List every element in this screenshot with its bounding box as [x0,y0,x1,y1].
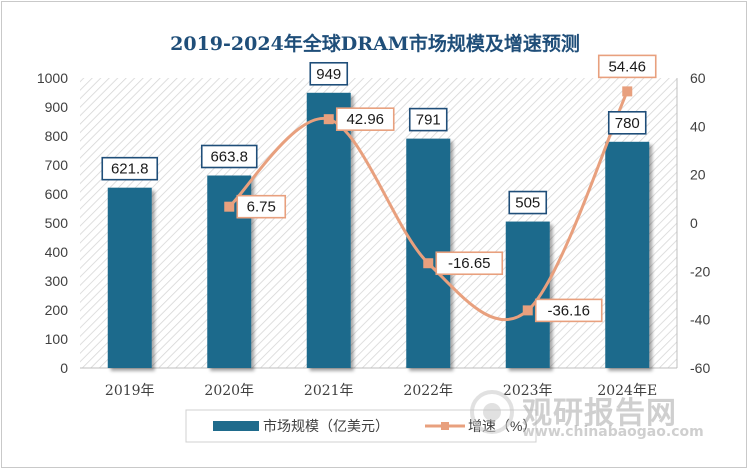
legend-bar-swatch [213,421,259,431]
bar-label-box [200,144,258,169]
bar-value-label: 621.8 [111,161,149,178]
bar [505,221,550,368]
y-right-tick-label: -40 [690,312,710,328]
growth-value-label: -36.16 [547,302,590,319]
y-left-tick-label: 100 [45,331,69,347]
x-tick-label: 2021年 [304,383,354,399]
growth-point [323,114,334,125]
y-left-tick-label: 0 [60,360,68,376]
growth-label-box [597,54,657,79]
y-left-tick-label: 700 [45,157,69,173]
bar-value-label: 949 [316,66,341,83]
bar-label-box [101,156,159,181]
y-right-tick-label: 20 [690,167,706,183]
growth-point [522,305,533,316]
x-tick-label: 2022年 [403,383,453,399]
y-right-tick-label: -60 [690,360,710,376]
y-right-tick-label: 60 [690,70,706,86]
x-tick-label: 2024年E [597,383,657,399]
growth-value-label: 54.46 [608,58,646,75]
bar-label-box [607,111,647,135]
x-tick-label: 2023年 [503,383,553,399]
growth-label-box [534,298,603,323]
y-right-tick-label: 0 [690,215,698,231]
bar-label-box [408,107,448,132]
bar [107,187,152,368]
bar-label-box [508,190,548,215]
growth-label-box [335,107,395,131]
x-tick-label: 2020年 [204,383,254,399]
y-left-tick-label: 300 [45,273,69,289]
line-series [224,86,633,322]
growth-value-label: 6.75 [247,199,276,216]
growth-label-box [435,251,504,276]
legend-line-marker [441,422,449,430]
bar-value-label: 663.8 [210,148,248,165]
x-axis-ticks: 2019年 2020年 2021年 2022年 2023年 2024年E [105,383,657,399]
y-left-tick-label: 1000 [37,70,68,86]
legend-line-label: 增速（%） [468,418,536,434]
growth-value-label: -16.65 [448,255,491,272]
y-left-tick-label: 200 [45,302,69,318]
y-axis-left: 0 100 200 300 400 500 600 700 800 900 1000 [37,70,68,376]
growth-value-label: 42.96 [346,111,384,128]
y-left-tick-label: 900 [45,99,69,115]
bar-label-box [309,61,349,86]
bar [605,141,650,368]
bar-value-label: 791 [416,112,441,129]
y-axis-right: -60 -40 -20 0 20 40 60 [690,70,710,376]
y-right-tick-label: -20 [690,263,710,279]
legend-bar-label: 市场规模（亿美元） [263,418,389,434]
bar-value-label: 780 [615,115,640,132]
growth-point [622,86,633,97]
growth-label-box [236,194,287,219]
y-right-tick-label: 40 [690,118,706,134]
data-labels: 621.8 663.8 949 791 505 780 6.75 42.96 -16.65 -36… [101,54,657,323]
bar-value-label: 505 [515,195,540,212]
chart-title: 2019-2024年全球DRAM市场规模及增速预测 [170,32,580,55]
growth-point [423,258,434,269]
y-left-tick-label: 600 [45,186,69,202]
y-left-tick-label: 500 [45,215,69,231]
y-left-tick-label: 400 [45,244,69,260]
growth-point [224,201,235,212]
y-left-tick-label: 800 [45,128,69,144]
x-tick-label: 2019年 [105,383,155,399]
bar [306,92,351,368]
legend: 市场规模（亿美元） 增速（%） [185,409,537,443]
